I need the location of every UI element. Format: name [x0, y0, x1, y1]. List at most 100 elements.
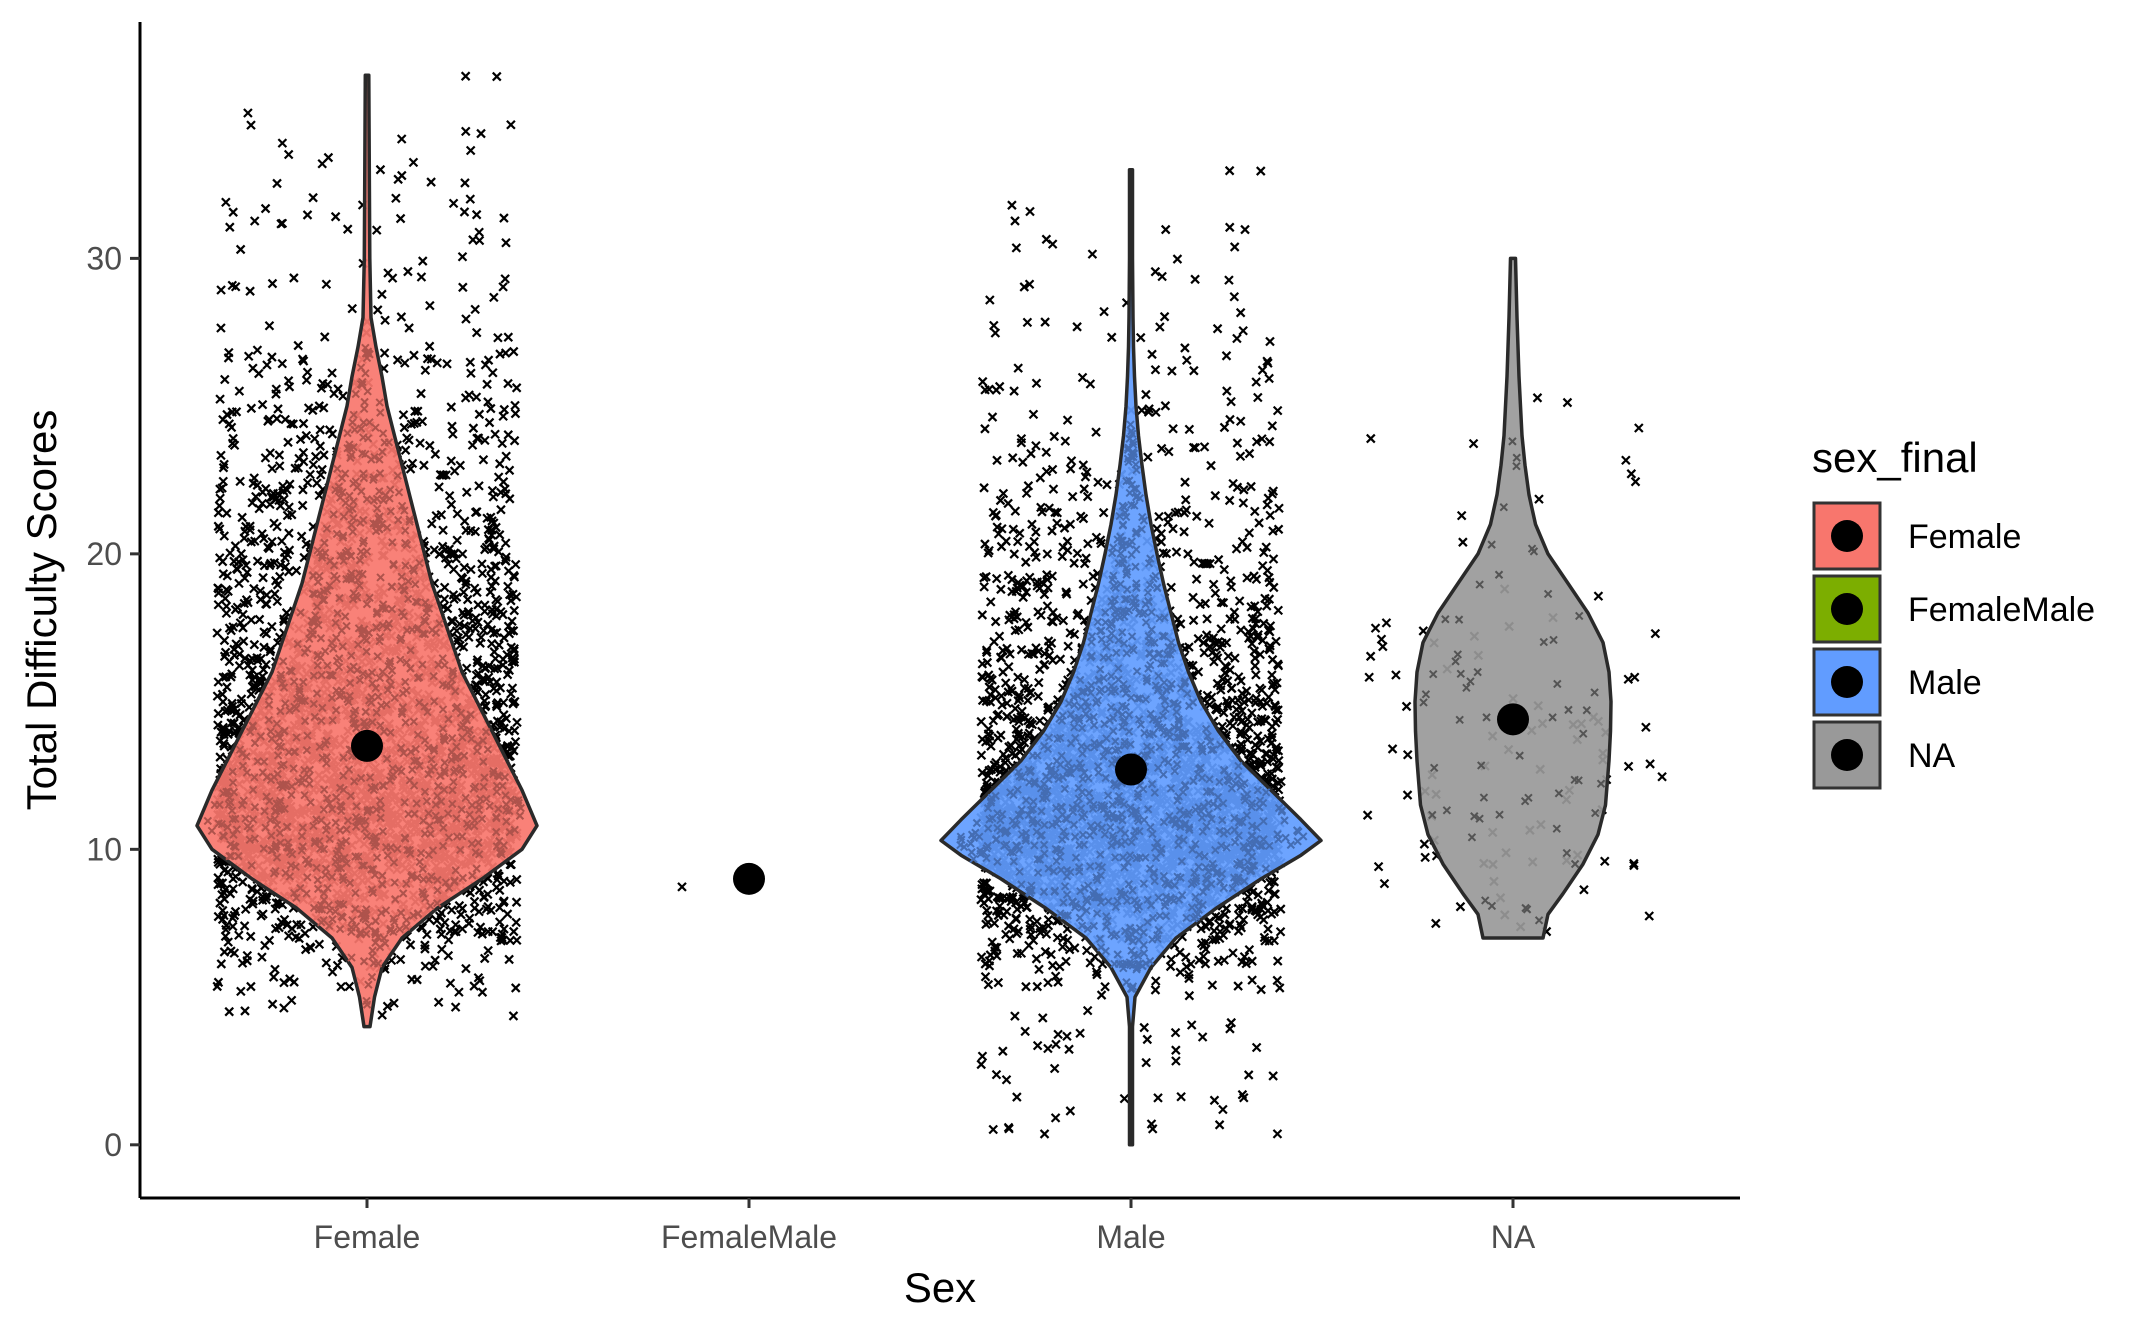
jitter-point — [413, 406, 423, 416]
jitter-point — [474, 481, 484, 491]
jitter-point — [314, 939, 325, 950]
jitter-point — [293, 340, 303, 351]
jitter-point — [267, 621, 277, 632]
jitter-point — [508, 1011, 519, 1021]
jitter-point — [321, 279, 332, 290]
jitter-point — [274, 450, 285, 460]
jitter-point — [252, 655, 263, 666]
jitter-point — [510, 559, 521, 570]
jitter-point — [477, 568, 488, 579]
jitter-point — [252, 345, 263, 355]
jitter-point — [451, 926, 461, 937]
jitter-point — [255, 586, 266, 596]
jitter-point — [409, 350, 419, 361]
jitter-point — [465, 145, 476, 156]
jitter-point — [474, 227, 484, 238]
jitter-point — [223, 353, 234, 363]
jitter-point — [408, 157, 419, 168]
jitter-point — [447, 421, 457, 432]
jitter-point — [302, 210, 313, 220]
jitter-point — [425, 440, 435, 451]
jitter-point — [330, 211, 341, 222]
jitter-point — [230, 541, 241, 551]
jitter-point — [246, 981, 256, 992]
jitter-point — [510, 408, 521, 419]
jitter-point — [496, 606, 506, 617]
jitter-point — [213, 708, 224, 719]
jitter-point — [504, 589, 515, 600]
jitter-point — [280, 552, 290, 563]
jitter-point — [405, 464, 416, 474]
jitter-point — [499, 924, 509, 934]
jitter-point — [222, 682, 232, 692]
jitter-point — [302, 477, 313, 488]
jitter-point — [222, 409, 232, 420]
jitter-point — [216, 285, 226, 295]
jitter-point — [480, 544, 490, 555]
jitter-point — [439, 594, 450, 604]
jitter-point — [505, 877, 516, 888]
jitter-point — [410, 406, 420, 417]
jitter-point — [432, 358, 442, 368]
jitter-point — [477, 987, 488, 997]
jitter-point — [459, 516, 470, 526]
jitter-point — [267, 352, 277, 362]
jitter-point — [240, 653, 250, 664]
jitter-point — [457, 549, 468, 559]
jitter-point — [483, 945, 493, 956]
jitter-point — [498, 897, 509, 908]
jitter-point — [480, 435, 490, 446]
jitter-point — [282, 510, 293, 521]
jitter-point — [282, 920, 292, 930]
jitter-point — [442, 359, 452, 369]
jitter-point — [298, 356, 309, 366]
jitter-point — [228, 433, 238, 444]
jitter-point — [298, 418, 309, 429]
jitter-point — [483, 355, 494, 365]
jitter-point — [400, 445, 411, 455]
jitter-point — [228, 884, 238, 894]
jitter-point — [261, 590, 272, 600]
jitter-point — [475, 922, 486, 932]
jitter-point — [246, 403, 257, 414]
jitter-point — [491, 71, 502, 82]
jitter-point — [238, 554, 248, 565]
jitter-point — [471, 327, 482, 338]
jitter-point — [457, 573, 468, 584]
jitter-point — [493, 332, 503, 343]
jitter-point — [466, 368, 476, 379]
jitter-point — [234, 578, 244, 589]
jitter-point — [511, 917, 521, 928]
jitter-point — [426, 518, 437, 529]
jitter-point — [375, 164, 386, 175]
jitter-point — [308, 459, 319, 470]
jitter-point — [439, 582, 450, 593]
jitter-point — [404, 435, 414, 445]
jitter-point — [221, 508, 232, 518]
jitter-point — [235, 476, 245, 487]
jitter-point — [243, 108, 253, 118]
jitter-point — [477, 559, 487, 569]
jitter-point — [448, 198, 459, 209]
jitter-point — [227, 280, 238, 291]
jitter-point — [260, 203, 271, 214]
jitter-point — [446, 456, 457, 466]
jitter-point — [478, 625, 489, 636]
jitter-point — [416, 388, 426, 399]
jitter-point — [309, 433, 320, 444]
jitter-point — [247, 884, 257, 895]
jitter-point — [503, 332, 514, 342]
jitter-point — [296, 531, 307, 542]
jitter-point — [229, 440, 240, 451]
jitter-point — [288, 419, 299, 429]
jitter-point — [461, 579, 471, 590]
jitter-point — [251, 491, 261, 502]
jitter-point — [380, 315, 390, 325]
jitter-point — [276, 536, 287, 546]
jitter-point — [265, 644, 276, 655]
jitter-point — [446, 499, 457, 510]
jitter-point — [242, 567, 252, 578]
jitter-point — [508, 926, 519, 937]
jitter-point — [452, 535, 462, 546]
jitter-point — [424, 341, 435, 352]
